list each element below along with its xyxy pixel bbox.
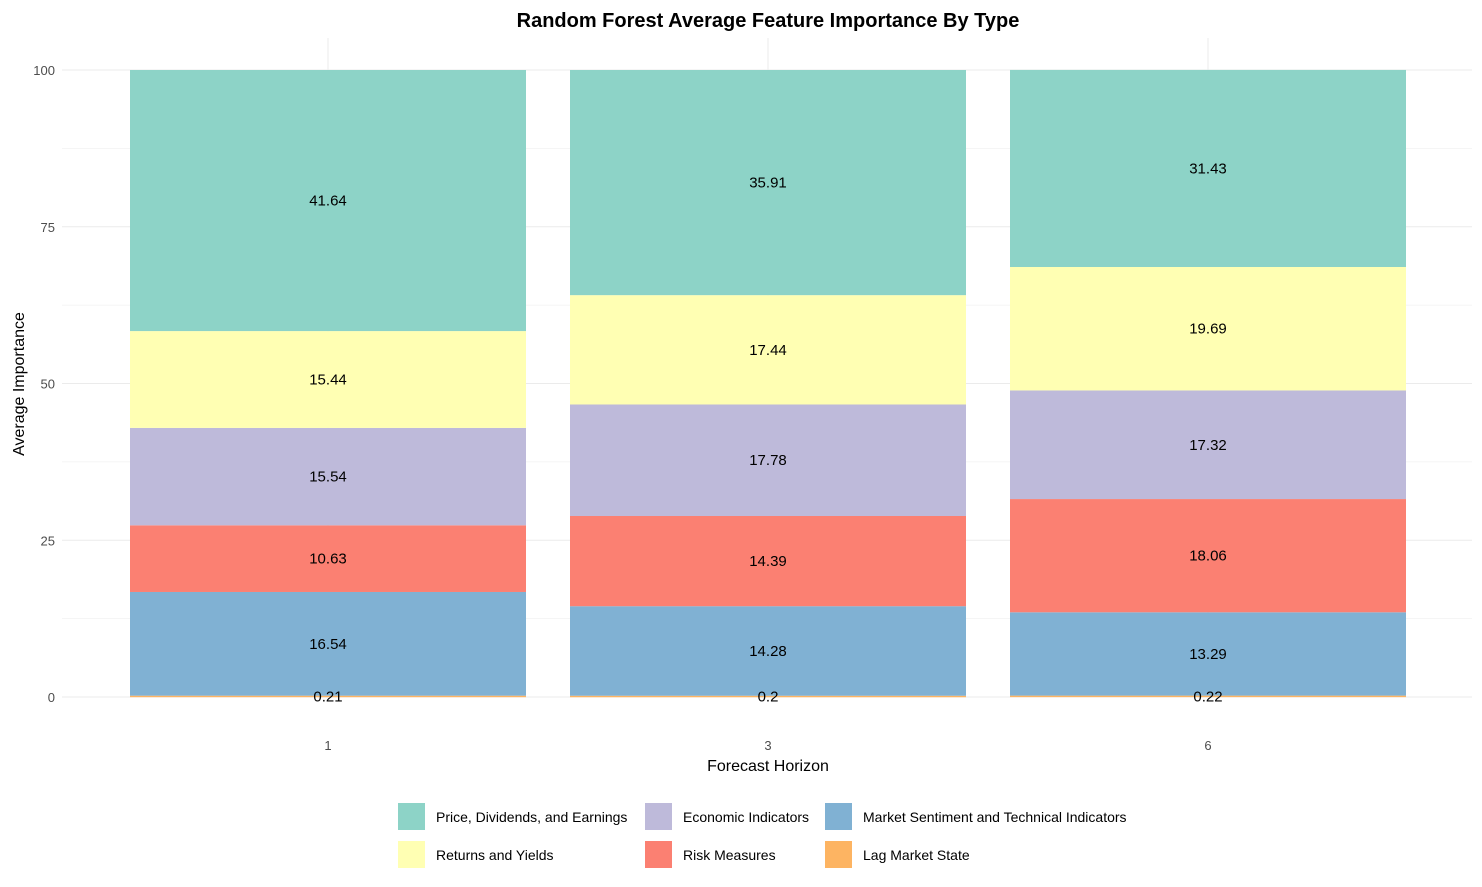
bar-segment [130,591,526,696]
bar-segment [570,695,966,698]
y-tick-label: 25 [41,533,55,548]
legend-swatch [645,841,672,868]
data-label: 0.22 [1193,688,1222,705]
bar-segment [1010,499,1406,613]
legend-swatch [398,803,425,830]
bar-segment [1010,695,1406,698]
x-tick-label: 1 [324,738,331,753]
bar-segment [570,295,966,405]
y-tick-label: 0 [48,690,55,705]
x-tick-label: 6 [1204,738,1211,753]
data-label: 31.43 [1189,160,1227,177]
bar-segment [130,331,526,428]
y-tick-label: 75 [41,220,55,235]
data-label: 15.54 [309,469,347,486]
bar-segment [130,695,526,698]
data-label: 41.64 [309,193,347,210]
x-axis-title: Forecast Horizon [707,758,829,775]
data-label: 17.44 [749,342,787,359]
data-label: 19.69 [1189,321,1227,338]
bar-segment [1010,267,1406,391]
bar-segment [1010,390,1406,500]
bars [130,69,1406,698]
data-label: 17.78 [749,452,787,469]
bar-segment [130,427,526,526]
y-axis-ticks: 0 25 50 75 100 [33,63,55,705]
legend-swatch [645,803,672,830]
data-label: 14.39 [749,553,787,570]
data-label: 15.44 [309,371,347,388]
x-axis-ticks: 1 3 6 [324,738,1211,753]
bar-segment [1010,69,1406,268]
data-label: 13.29 [1189,646,1227,663]
legend-swatch [825,803,852,830]
y-tick-label: 100 [33,63,55,78]
data-label: 17.32 [1189,437,1227,454]
legend-label: Returns and Yields [436,847,554,863]
bar-segment [570,606,966,696]
data-label: 0.2 [758,688,779,705]
data-label: 16.54 [309,636,347,653]
legend: Price, Dividends, and Earnings Economic I… [398,803,1127,868]
data-label: 18.06 [1189,548,1227,565]
bar-segment [130,70,526,332]
bar-segment [570,404,966,516]
legend-label: Price, Dividends, and Earnings [436,809,627,825]
bar-segment [570,70,966,296]
bar-segment [1010,612,1406,696]
legend-swatch [398,841,425,868]
legend-label: Lag Market State [863,847,970,863]
bar-labels: 0.21 16.54 10.63 15.54 15.44 41.64 0.2 14.28 14.… [309,160,1227,705]
chart-title: Random Forest Average Feature Importance… [517,10,1020,32]
legend-label: Risk Measures [683,847,776,863]
data-label: 35.91 [749,175,787,192]
y-axis-title: Average Importance [11,312,28,456]
legend-swatch [825,841,852,868]
legend-label: Economic Indicators [683,809,809,825]
data-label: 0.21 [313,688,342,705]
bar-segment [570,515,966,607]
legend-label: Market Sentiment and Technical Indicator… [863,809,1127,825]
x-tick-label: 3 [764,738,771,753]
data-label: 14.28 [749,643,787,660]
y-tick-label: 50 [41,377,55,392]
data-label: 10.63 [309,551,347,568]
bar-segment [130,525,526,592]
